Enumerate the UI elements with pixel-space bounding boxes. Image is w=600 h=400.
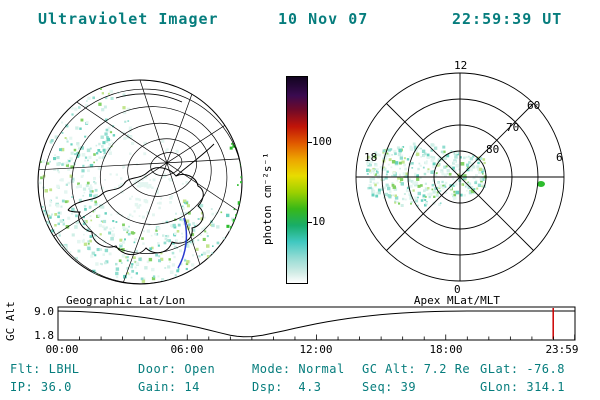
mlat-ring-label-60: 60 [527, 99, 540, 112]
colorbar-units-label: photon cm⁻²s⁻¹ [261, 152, 274, 245]
mlat-ring-label-80: 80 [486, 143, 499, 156]
stripchart-frame [57, 306, 576, 341]
status-ip: IP: 36.0 [10, 380, 72, 394]
time-label-0000: 00:00 [45, 343, 78, 356]
mlt-label-6: 6 [556, 151, 563, 164]
time-label-1200: 12:00 [299, 343, 332, 356]
status-mode: Mode: Normal [252, 362, 345, 376]
status-seq: Seq: 39 [362, 380, 417, 394]
page-title: Ultraviolet Imager [38, 10, 219, 28]
mlt-label-12: 12 [454, 59, 467, 72]
mlt-label-18: 18 [364, 151, 377, 164]
time-ticks [57, 334, 576, 340]
colorbar-tick-low-mark [307, 222, 312, 223]
status-dsp: Dsp: 4.3 [252, 380, 322, 394]
stripchart-ylabel: GC Alt [4, 301, 17, 341]
status-gain: Gain: 14 [138, 380, 200, 394]
observation-time: 22:59:39 UT [452, 10, 563, 28]
status-glon: GLon: 314.1 [480, 380, 565, 394]
orbit-track [177, 217, 188, 269]
aurora-green-spot [537, 181, 545, 187]
colorbar-gradient [287, 77, 307, 283]
altitude-curve [57, 310, 575, 338]
left-panel-caption: Geographic Lat/Lon [66, 295, 185, 307]
status-flt: Flt: LBHL [10, 362, 80, 376]
colorbar-tick-high: 100 [312, 135, 332, 148]
right-panel-caption: Apex MLat/MLT [414, 295, 500, 307]
geographic-map-panel [37, 79, 243, 285]
observation-date: 10 Nov 07 [278, 10, 369, 28]
time-label-0600: 06:00 [170, 343, 203, 356]
status-door: Door: Open [138, 362, 216, 376]
polar-mlt-panel: 12 18 6 0 80 70 60 [355, 59, 565, 296]
colorbar-tick-high-mark [307, 142, 312, 143]
antarctica-coastline [67, 167, 204, 255]
ymax-label: 9.0 [34, 305, 54, 318]
horizon-coastline [115, 93, 215, 177]
orbit-stripchart: Geographic Lat/Lon Apex MLat/MLT GC Alt … [4, 295, 579, 356]
status-glat: GLat: -76.8 [480, 362, 565, 376]
colorbar-tick-low: 10 [312, 215, 326, 228]
mlat-ring-label-70: 70 [506, 121, 519, 134]
status-gc-alt: GC Alt: 7.2 Re [362, 362, 471, 376]
ymin-label: 1.8 [34, 329, 54, 342]
colorbar [286, 76, 308, 284]
time-label-1800: 18:00 [429, 343, 462, 356]
time-label-2359: 23:59 [545, 343, 578, 356]
mlt-label-0: 0 [454, 283, 461, 296]
aurora-data-geographic [39, 88, 242, 284]
aurora-data-mlt [366, 142, 487, 207]
mlt-grid [355, 72, 565, 282]
